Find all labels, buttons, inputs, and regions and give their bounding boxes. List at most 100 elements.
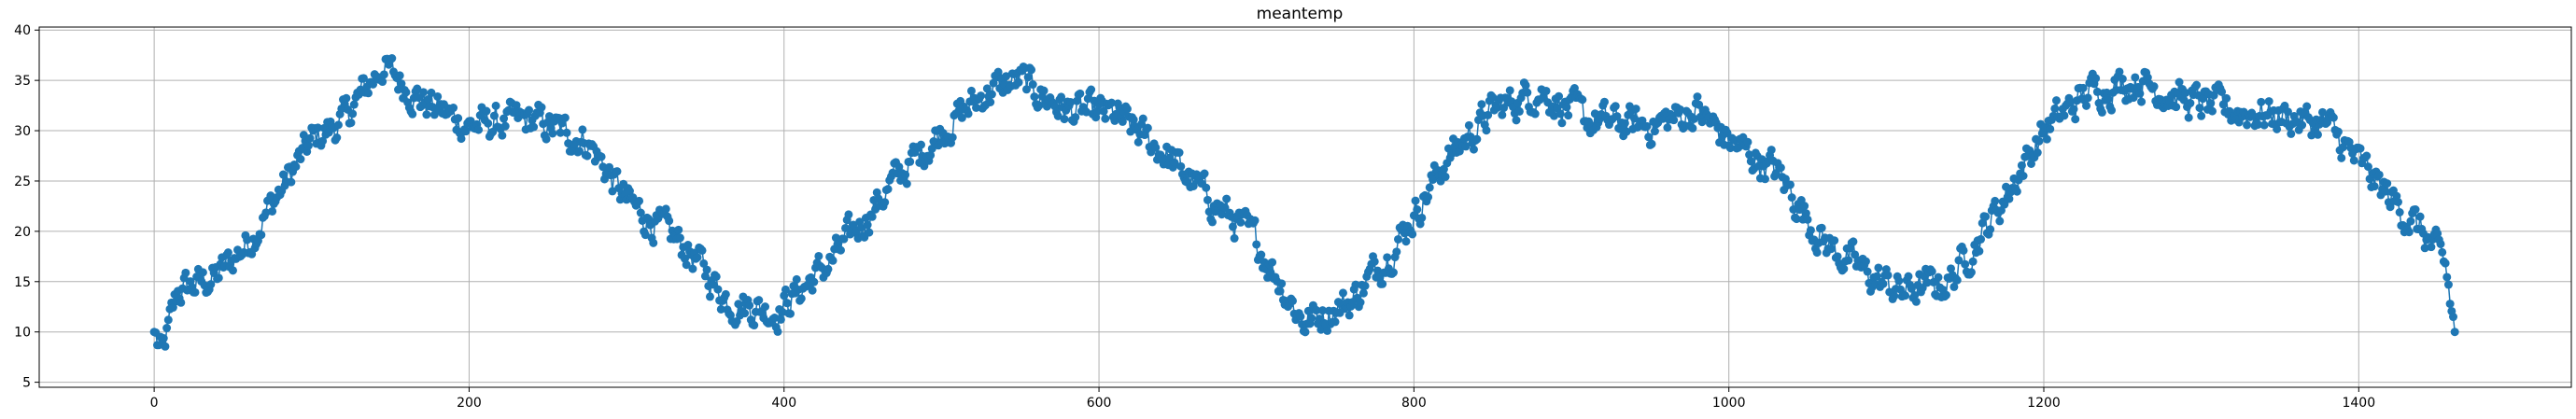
- data-point-1065: [1826, 244, 1836, 254]
- data-point-312: [640, 230, 650, 240]
- data-point-935: [1622, 127, 1631, 136]
- data-point-1338: [2257, 97, 2266, 106]
- data-point-478: [902, 179, 911, 189]
- data-point-17: [176, 298, 186, 307]
- data-point-1300: [2197, 111, 2206, 120]
- data-point-1460: [2449, 313, 2458, 322]
- data-point-652: [1176, 161, 1186, 171]
- data-point-1161: [1978, 218, 1987, 228]
- data-point-929: [1612, 112, 1622, 121]
- data-point-1313: [2217, 87, 2227, 96]
- data-point-618: [1122, 105, 1132, 114]
- data-point-1299: [2195, 104, 2204, 113]
- y-tick-label-7: 40: [14, 23, 31, 38]
- data-point-733: [1303, 306, 1313, 315]
- data-point-1105: [1890, 291, 1899, 300]
- data-point-431: [828, 256, 838, 265]
- data-point-1425: [2393, 198, 2402, 206]
- data-point-1001: [1725, 144, 1735, 153]
- data-point-1262: [2137, 97, 2147, 106]
- data-point-223: [500, 121, 510, 131]
- data-point-1079: [1849, 237, 1858, 246]
- x-tick-label-7: 1400: [2342, 396, 2375, 411]
- data-point-127: [349, 100, 359, 109]
- data-point-1452: [2436, 239, 2445, 248]
- data-point-595: [1087, 85, 1096, 94]
- data-point-769: [1360, 281, 1370, 290]
- data-point-294: [612, 167, 622, 176]
- data-point-780: [1378, 279, 1387, 288]
- data-point-1169: [1991, 196, 2000, 205]
- data-point-978: [1690, 114, 1699, 123]
- data-point-1290: [2181, 88, 2190, 97]
- data-point-833: [1461, 142, 1471, 151]
- data-point-99: [305, 133, 315, 143]
- data-point-6: [159, 334, 168, 343]
- data-point-238: [525, 105, 534, 115]
- data-point-608: [1107, 98, 1117, 107]
- data-point-1204: [2046, 124, 2055, 133]
- data-point-480: [906, 157, 915, 166]
- data-point-1225: [2078, 83, 2088, 92]
- data-point-768: [1358, 288, 1368, 298]
- data-point-934: [1620, 119, 1629, 128]
- data-point-1143: [1950, 282, 1959, 291]
- data-point-1401: [2356, 144, 2365, 153]
- data-point-334: [675, 233, 684, 243]
- data-point-419: [809, 277, 819, 286]
- data-point-1426: [2395, 208, 2404, 216]
- data-point-893: [1555, 109, 1565, 119]
- data-point-723: [1288, 296, 1298, 305]
- data-point-1457: [2443, 280, 2453, 289]
- data-point-549: [1014, 77, 1023, 87]
- data-point-1041: [1789, 205, 1798, 214]
- data-point-700: [1252, 240, 1261, 249]
- data-point-1406: [2363, 162, 2372, 172]
- data-point-1293: [2186, 99, 2195, 108]
- data-point-805: [1417, 213, 1427, 222]
- data-point-1150: [1961, 259, 1970, 269]
- data-point-1286: [2175, 77, 2184, 87]
- data-point-582: [1066, 98, 1076, 107]
- data-point-384: [754, 296, 764, 305]
- data-point-160: [401, 88, 411, 97]
- data-point-558: [1028, 80, 1037, 90]
- data-point-342: [688, 264, 697, 273]
- data-point-104: [314, 123, 323, 133]
- data-point-801: [1411, 196, 1420, 205]
- data-point-156: [395, 71, 404, 80]
- data-point-755: [1338, 288, 1347, 298]
- data-point-931: [1615, 124, 1625, 133]
- data-point-1213: [2060, 111, 2069, 120]
- data-point-74: [266, 191, 275, 201]
- data-point-1108: [1894, 276, 1904, 286]
- data-point-1014: [1746, 157, 1755, 166]
- x-tick-label-4: 800: [1401, 396, 1427, 411]
- data-point-507: [948, 133, 957, 142]
- data-point-98: [303, 141, 313, 150]
- data-point-1050: [1803, 215, 1812, 224]
- data-point-1095: [1874, 263, 1883, 272]
- data-point-1227: [2082, 101, 2091, 110]
- data-point-221: [498, 131, 507, 140]
- data-point-1377: [2318, 107, 2328, 117]
- data-point-1043: [1792, 215, 1801, 224]
- data-point-1012: [1743, 137, 1753, 147]
- data-point-26: [190, 287, 200, 297]
- data-point-670: [1204, 207, 1214, 216]
- data-point-1418: [2383, 179, 2392, 189]
- data-point-1039: [1785, 180, 1795, 189]
- data-point-631: [1143, 123, 1152, 133]
- series-meantemp: [149, 54, 2459, 351]
- data-point-339: [683, 241, 693, 250]
- data-point-325: [661, 204, 670, 214]
- data-point-249: [542, 134, 551, 144]
- data-point-574: [1053, 111, 1063, 120]
- data-point-1048: [1800, 202, 1809, 211]
- data-point-1141: [1946, 264, 1955, 273]
- data-point-87: [287, 177, 296, 187]
- data-point-206: [474, 125, 484, 134]
- data-point-557: [1027, 65, 1036, 75]
- data-point-745: [1323, 326, 1332, 335]
- data-point-731: [1301, 328, 1310, 337]
